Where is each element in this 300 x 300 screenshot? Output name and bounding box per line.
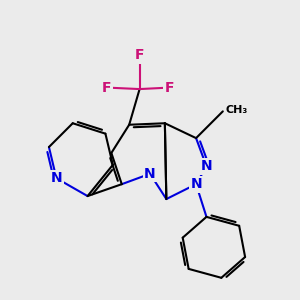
Text: F: F [165, 81, 174, 94]
Text: F: F [135, 48, 144, 62]
Text: N: N [190, 177, 202, 191]
Text: F: F [102, 81, 112, 94]
Text: N: N [51, 171, 62, 185]
Text: N: N [201, 159, 212, 173]
Text: N: N [144, 167, 156, 181]
Text: CH₃: CH₃ [226, 105, 248, 115]
